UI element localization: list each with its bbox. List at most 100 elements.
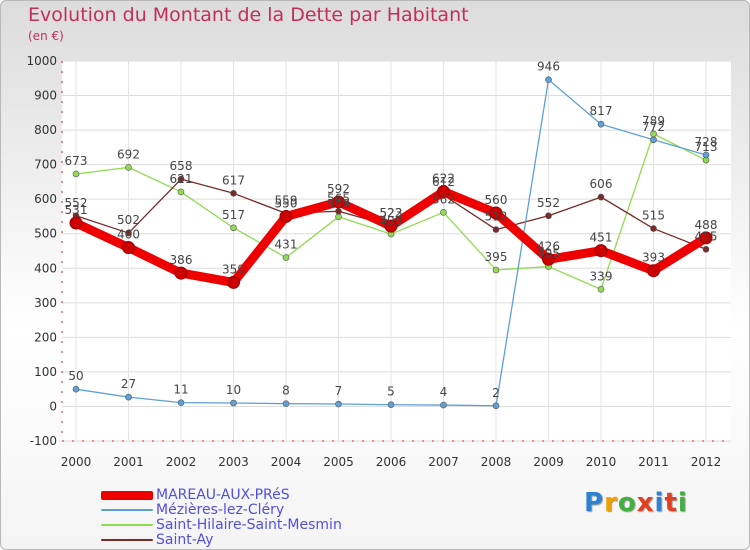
x-tick-label: 2000 (61, 455, 92, 469)
x-tick-label: 2009 (533, 455, 564, 469)
data-label-mareau-aux-pres: 426 (537, 239, 560, 253)
data-point-saint-ay (545, 212, 552, 220)
data-point-mareau-aux-pres (437, 185, 450, 199)
y-tick-label: 500 (34, 227, 57, 241)
data-label-saint-hilaire-saint-mesmin: 395 (485, 250, 508, 264)
logo-letter: r (604, 488, 618, 518)
data-point-saint-hilaire-saint-mesmin (125, 164, 132, 171)
data-label-saint-ay: 455 (695, 229, 718, 243)
data-label-mareau-aux-pres: 451 (590, 231, 613, 245)
data-label-saint-hilaire-saint-mesmin: 499 (380, 214, 403, 228)
legend-label: MAREAU-AUX-PRéS (156, 487, 290, 503)
logo-letter: x (636, 488, 655, 518)
data-point-saint-ay (230, 190, 237, 197)
data-label-saint-ay: 612 (432, 175, 455, 189)
data-label-saint-ay: 617 (222, 173, 245, 187)
y-tick-label: 0 (49, 399, 57, 413)
data-point-mareau-aux-pres (122, 241, 135, 255)
legend-label: Mézières-lez-Cléry (156, 502, 285, 518)
y-tick-label: 1000 (26, 54, 57, 68)
data-point-saint-hilaire-saint-mesmin (230, 224, 237, 232)
x-tick-label: 2011 (638, 455, 669, 469)
data-label-mezieres-lez-clery: 728 (695, 135, 718, 149)
data-point-mezieres-lez-clery (650, 136, 657, 144)
data-label-mareau-aux-pres: 592 (327, 182, 350, 196)
data-label-mareau-aux-pres: 550 (275, 196, 298, 210)
x-tick-label: 2004 (271, 455, 302, 469)
data-label-mezieres-lez-clery: 817 (590, 104, 613, 118)
data-label-saint-hilaire-saint-mesmin: 789 (642, 114, 665, 128)
x-tick-label: 2008 (481, 455, 512, 469)
legend-swatch (101, 539, 153, 541)
y-tick-label: 300 (34, 296, 57, 310)
x-tick-label: 2010 (586, 455, 617, 469)
data-label-saint-ay: 559 (275, 193, 298, 207)
plot-area (62, 61, 731, 441)
y-tick-label: 900 (34, 89, 57, 103)
data-point-mezieres-lez-clery (230, 399, 237, 407)
data-point-saint-ay (650, 225, 657, 232)
data-label-saint-hilaire-saint-mesmin: 405 (537, 247, 560, 261)
data-label-mareau-aux-pres: 622 (432, 172, 455, 186)
data-label-saint-ay: 552 (537, 196, 560, 210)
data-point-saint-hilaire-saint-mesmin (597, 286, 605, 293)
data-label-mareau-aux-pres: 522 (380, 206, 403, 220)
data-point-saint-ay (597, 193, 605, 201)
x-tick-label: 2001 (113, 455, 144, 469)
data-point-mareau-aux-pres (594, 244, 608, 258)
data-point-saint-ay (125, 229, 132, 237)
data-label-mareau-aux-pres: 393 (642, 251, 665, 265)
data-label-saint-ay: 502 (117, 213, 140, 227)
y-tick-label: 700 (34, 158, 57, 172)
legend-swatch (101, 509, 153, 511)
y-tick-label: 600 (34, 192, 57, 206)
data-label-mareau-aux-pres: 560 (485, 193, 508, 207)
data-point-mareau-aux-pres (699, 231, 713, 245)
data-label-mezieres-lez-clery: 27 (121, 377, 136, 391)
data-point-mareau-aux-pres (174, 266, 188, 280)
data-point-mareau-aux-pres (542, 252, 555, 266)
logo-letter: i (654, 488, 665, 518)
data-label-mezieres-lez-clery: 7 (335, 384, 343, 398)
data-label-mezieres-lez-clery: 946 (537, 60, 560, 74)
data-point-mezieres-lez-clery (545, 76, 552, 83)
logo-letter: o (617, 488, 637, 518)
data-label-mezieres-lez-clery: 11 (173, 383, 188, 397)
data-label-saint-ay: 512 (485, 210, 508, 224)
data-label-saint-hilaire-saint-mesmin: 673 (65, 154, 88, 168)
data-label-mezieres-lez-clery: 5 (387, 385, 395, 399)
x-tick-label: 2007 (428, 455, 459, 469)
data-label-mareau-aux-pres: 488 (695, 218, 718, 232)
series-layer (69, 76, 713, 410)
data-point-saint-hilaire-saint-mesmin (72, 170, 80, 178)
x-tick-label: 2012 (691, 455, 722, 469)
data-point-mezieres-lez-clery (387, 401, 395, 409)
logo-letter: P (584, 488, 605, 518)
data-point-saint-hilaire-saint-mesmin (492, 266, 500, 274)
proxiti-logo: Proxiti (584, 488, 688, 518)
data-label-saint-ay: 565 (327, 191, 350, 205)
data-label-saint-ay: 515 (642, 209, 665, 223)
data-labels-layer: 673 692 621 517 431 549 499 562 395 405 339 789 713 5… (65, 60, 718, 400)
data-label-mezieres-lez-clery: 2 (492, 386, 500, 400)
data-label-mareau-aux-pres: 460 (117, 228, 140, 242)
data-label-saint-ay: 606 (590, 177, 613, 191)
legend-label: Saint-Hilaire-Saint-Mesmin (156, 517, 342, 533)
data-point-saint-hilaire-saint-mesmin (440, 209, 447, 216)
data-label-mezieres-lez-clery: 772 (642, 120, 665, 134)
data-point-mezieres-lez-clery (125, 393, 132, 401)
data-point-saint-hilaire-saint-mesmin (282, 254, 290, 261)
data-label-mareau-aux-pres: 531 (65, 203, 88, 217)
data-label-saint-hilaire-saint-mesmin: 692 (117, 147, 140, 161)
data-label-mezieres-lez-clery: 50 (68, 369, 83, 383)
data-point-saint-ay (702, 245, 710, 253)
data-label-saint-hilaire-saint-mesmin: 549 (327, 197, 350, 211)
y-tick-label: 800 (34, 123, 57, 137)
data-label-mareau-aux-pres: 359 (222, 262, 245, 276)
data-point-mareau-aux-pres (227, 275, 240, 289)
logo-letter: t (664, 488, 678, 518)
data-label-mezieres-lez-clery: 8 (282, 384, 290, 398)
data-point-saint-hilaire-saint-mesmin (177, 188, 185, 196)
y-tick-label: -100 (30, 434, 57, 448)
